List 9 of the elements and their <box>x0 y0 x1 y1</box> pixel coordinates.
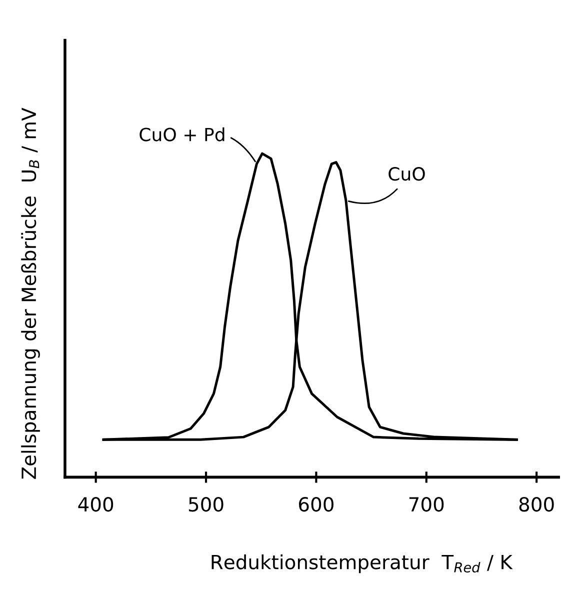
x-tick-label: 600 <box>299 496 334 512</box>
x-tick-label: 800 <box>519 496 554 512</box>
x-axis-title: Reduktionstemperatur T$_{Red}$ / K <box>212 554 513 574</box>
text: CuO <box>388 167 425 181</box>
y-axis-title: Zellspannung der Meßbrücke U$_{B}$ / mV <box>21 108 40 479</box>
text: CuO + Pd <box>140 127 224 142</box>
x-tick-label: 400 <box>78 496 114 512</box>
x-tick-label: 500 <box>188 496 224 512</box>
x-tick-label: 700 <box>409 496 444 512</box>
